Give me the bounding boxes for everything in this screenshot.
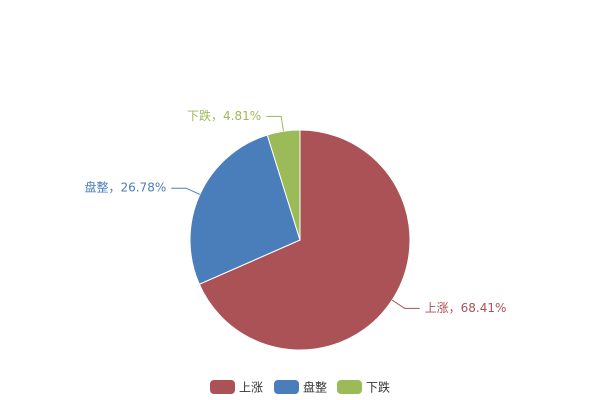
leader-line <box>171 187 201 195</box>
legend-label[interactable]: 盘整 <box>303 380 327 395</box>
data-label: 上涨，68.41% <box>425 300 507 315</box>
legend-swatch[interactable] <box>337 380 362 394</box>
legend-label[interactable]: 下跌 <box>366 380 390 395</box>
leader-line <box>391 299 420 309</box>
legend-swatch[interactable] <box>274 380 299 394</box>
leader-line <box>266 115 284 132</box>
pie-slice <box>198 129 411 351</box>
legend-label[interactable]: 上涨 <box>239 380 263 395</box>
data-label: 下跌，4.81% <box>187 108 261 123</box>
legend-swatch[interactable] <box>210 380 235 394</box>
data-label: 盘整，26.78% <box>84 180 166 195</box>
